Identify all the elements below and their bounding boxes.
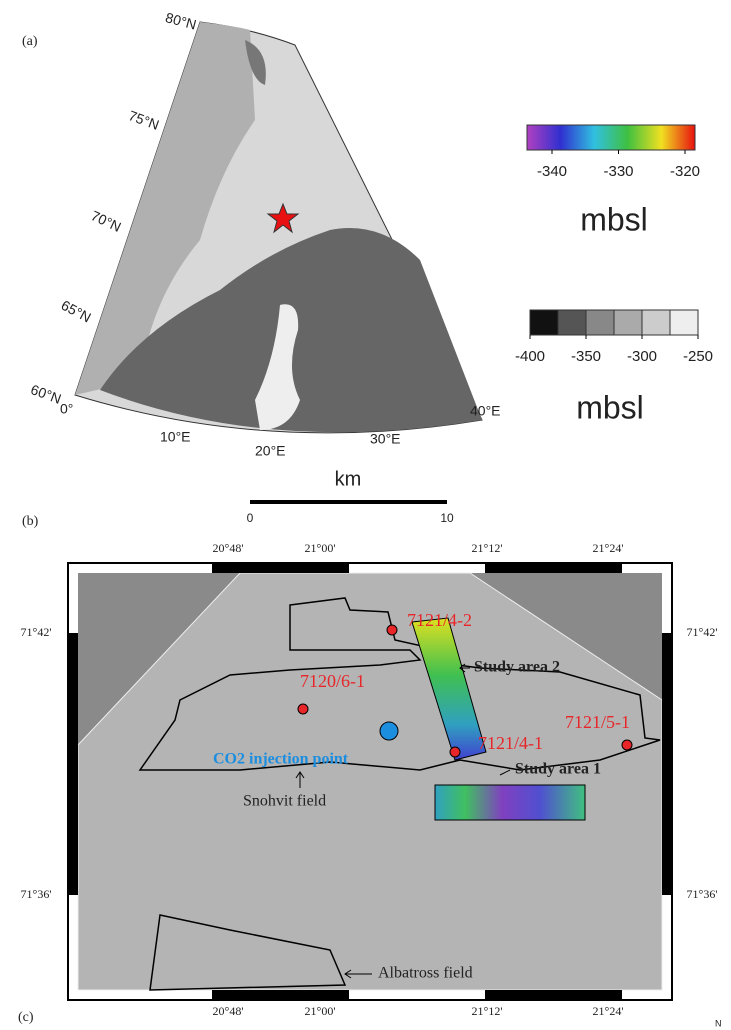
colorbar-step xyxy=(642,310,670,335)
unit-label: mbsl xyxy=(576,389,644,425)
field-label: Albatross field xyxy=(378,965,473,982)
unit-label: mbsl xyxy=(580,201,648,237)
colorbar-step xyxy=(586,310,614,335)
lon-label: 21°24' xyxy=(593,541,624,555)
lon-label: 40°E xyxy=(470,403,501,419)
colorbar-step xyxy=(614,310,642,335)
figure: (a) 80°N 75°N 70°N 65°N 60°N 0° 10°E 20°… xyxy=(0,0,731,1030)
frame-bar xyxy=(68,633,78,895)
north-label: N xyxy=(715,1018,722,1028)
lat-label: 75°N xyxy=(126,107,161,133)
field-label: Snohvit field xyxy=(243,793,326,810)
study-area-label: Study area 1 xyxy=(515,761,601,778)
lat-label: 71°36' xyxy=(687,887,718,901)
scale-tick-label: 0 xyxy=(247,511,254,525)
lon-label: 0° xyxy=(60,401,73,417)
frame-bar xyxy=(212,990,349,1000)
well-label: 7121/4-2 xyxy=(407,610,472,630)
injection-label: CO2 injection point xyxy=(213,751,349,768)
scale-unit: km xyxy=(335,468,362,490)
lat-label: 71°36' xyxy=(21,887,52,901)
lon-label: 21°00' xyxy=(305,1004,336,1018)
lon-label: 20°E xyxy=(255,443,286,459)
study-area-1 xyxy=(435,785,585,820)
well xyxy=(387,625,397,635)
lat-label: 70°N xyxy=(89,207,124,235)
lat-label: 80°N xyxy=(164,9,198,33)
lon-label: 20°48' xyxy=(213,1004,244,1018)
frame-bar xyxy=(212,563,349,573)
panel-label: (b) xyxy=(22,514,39,529)
lon-label: 21°12' xyxy=(472,1004,503,1018)
frame-bar xyxy=(485,990,622,1000)
colorbar-tick-label: -330 xyxy=(603,163,633,180)
colorbar-tick-label: -300 xyxy=(627,348,657,365)
well-label: 7121/5-1 xyxy=(565,712,630,732)
colorbar-tick-label: -250 xyxy=(683,348,713,365)
panel-label: (c) xyxy=(18,1010,34,1025)
study-area-label: Study area 2 xyxy=(474,659,560,676)
lat-label: 71°42' xyxy=(21,625,52,639)
lon-label: 21°24' xyxy=(593,1004,624,1018)
lon-label: 20°48' xyxy=(213,541,244,555)
well xyxy=(450,747,460,757)
well xyxy=(298,704,308,714)
scale-bar xyxy=(250,500,447,504)
lon-label: 30°E xyxy=(370,431,401,447)
injection-point xyxy=(380,722,398,740)
well-label: 7120/6-1 xyxy=(300,671,365,691)
colorbar xyxy=(530,310,698,335)
colorbar-tick-label: -320 xyxy=(670,163,700,180)
colorbar-tick-label: -350 xyxy=(571,348,601,365)
lon-label: 21°12' xyxy=(472,541,503,555)
lon-label: 21°00' xyxy=(305,541,336,555)
frame-bar xyxy=(662,633,672,895)
colorbar-tick-label: -400 xyxy=(515,348,545,365)
colorbar-step xyxy=(558,310,586,335)
lat-label: 71°42' xyxy=(687,625,718,639)
panel-label: (a) xyxy=(22,34,38,49)
colorbar xyxy=(527,125,695,150)
colorbar-step xyxy=(530,310,558,335)
lat-label: 65°N xyxy=(59,297,94,326)
scale-tick-label: 10 xyxy=(440,511,454,525)
colorbar-step xyxy=(670,310,698,335)
lat-label: 60°N xyxy=(29,381,64,407)
frame-bar xyxy=(485,563,622,573)
well-label: 7121/4-1 xyxy=(478,733,543,753)
well xyxy=(622,740,632,750)
lon-label: 10°E xyxy=(160,429,191,445)
colorbar-tick-label: -340 xyxy=(537,163,567,180)
